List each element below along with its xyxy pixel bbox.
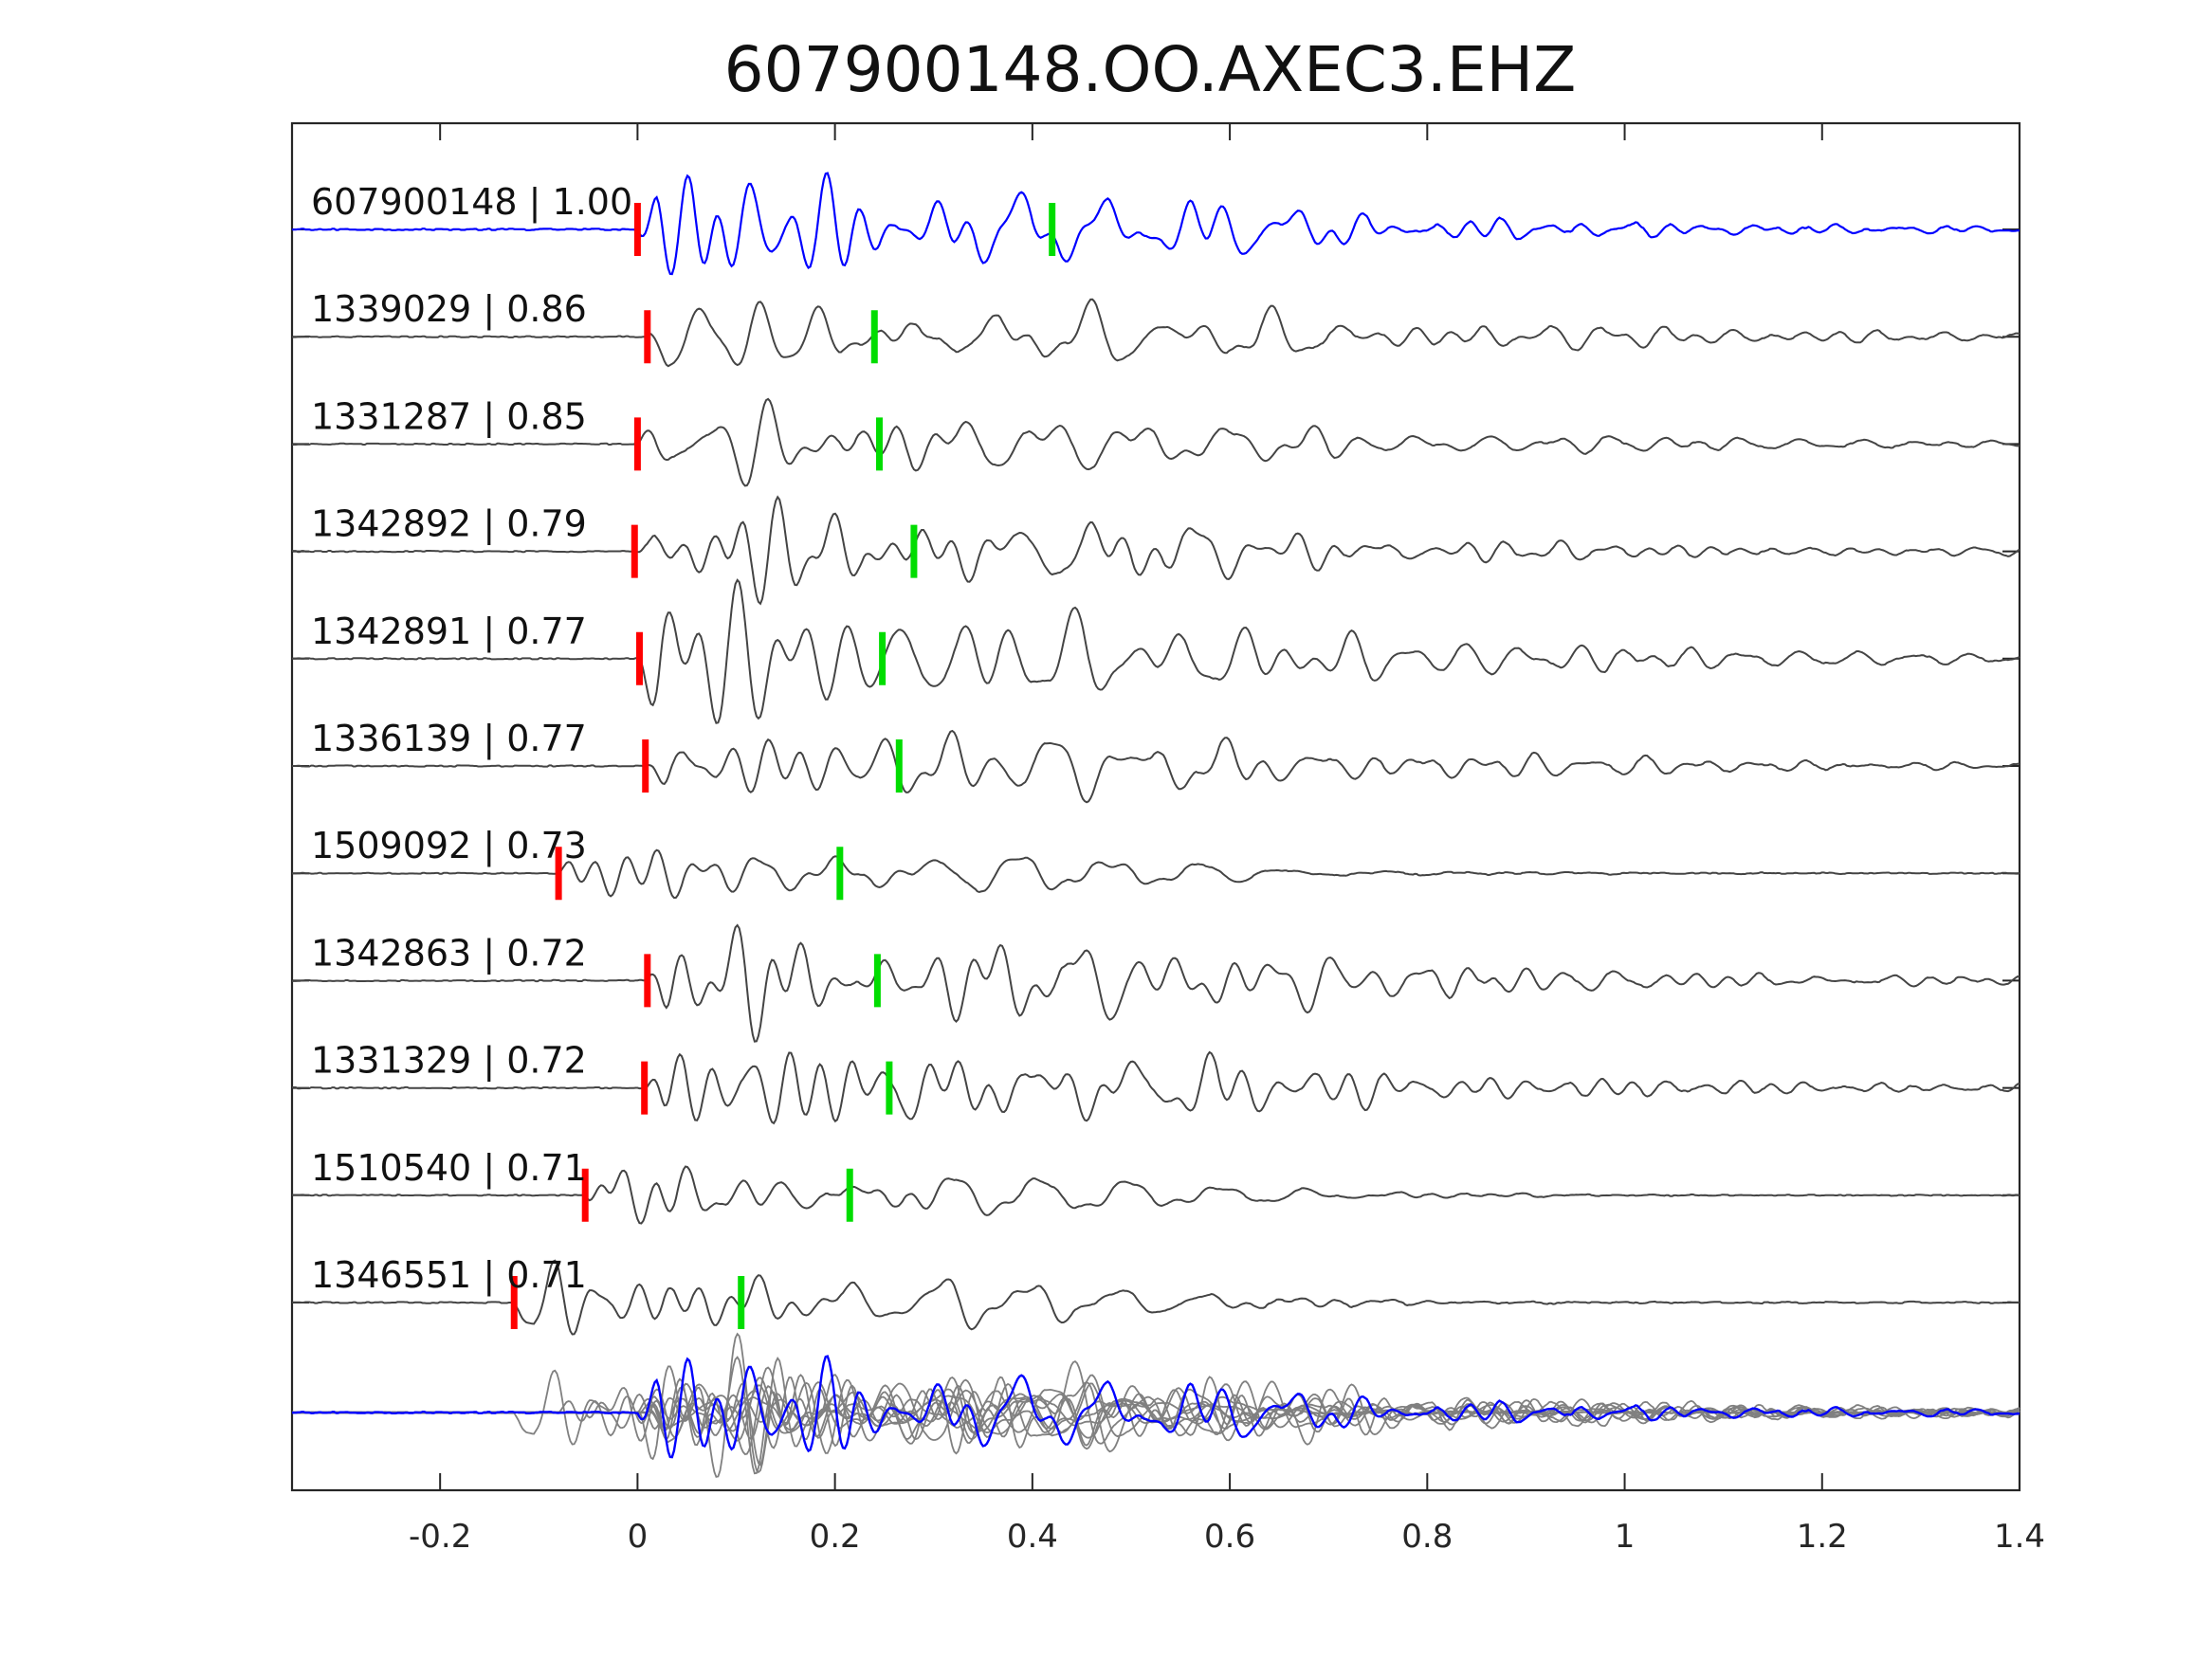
trace-label: 1342891 | 0.77 (311, 611, 587, 653)
trace-line (292, 848, 2020, 900)
trace-label: 607900148 | 1.00 (311, 181, 632, 224)
x-tick-label: 0.6 (1204, 1518, 1255, 1556)
x-tick-label: 1 (1615, 1518, 1636, 1556)
trace-label: 1510540 | 0.71 (311, 1147, 587, 1190)
trace-line (292, 1165, 2020, 1225)
trace-label: 1331329 | 0.72 (311, 1040, 587, 1083)
plot-area: -0.2 0 0.2 0.4 0.6 0.8 1 1.2 1.4 607900148 | 1.00… (290, 121, 2045, 1556)
x-tick-label: 1.2 (1797, 1518, 1848, 1556)
trace-line (292, 729, 2020, 804)
trace-label: 1331287 | 0.85 (311, 395, 587, 438)
x-tick-label: -0.2 (409, 1518, 471, 1556)
x-tick-label: 0.2 (810, 1518, 861, 1556)
stack-trace-line (292, 1369, 2020, 1446)
trace-label: 1342892 | 0.79 (311, 503, 587, 546)
stack-trace-line (292, 1374, 2020, 1444)
x-tick-label: 0.4 (1007, 1518, 1058, 1556)
trace-line (292, 495, 2020, 606)
trace-label: 1342863 | 0.72 (311, 932, 587, 975)
x-tick-label: 0.8 (1401, 1518, 1453, 1556)
stack-master-line (292, 1355, 2020, 1459)
trace-label: 1509092 | 0.73 (311, 825, 587, 867)
chart-title: 607900148.OO.AXEC3.EHZ (724, 33, 1577, 106)
trace-line (292, 298, 2020, 368)
trace-line (292, 1259, 2020, 1336)
trace-line (292, 1050, 2020, 1125)
trace-line (292, 923, 2020, 1043)
x-tick-label: 1.4 (1994, 1518, 2045, 1556)
trace-label: 1346551 | 0.71 (311, 1254, 587, 1297)
trace-line (292, 578, 2020, 724)
trace-line (292, 397, 2020, 487)
trace-label: 1336139 | 0.77 (311, 718, 587, 760)
trace-label: 1339029 | 0.86 (311, 288, 587, 331)
master-trace-line (292, 172, 2020, 276)
axes-frame (290, 121, 2021, 1492)
x-tick-label: 0 (628, 1518, 649, 1556)
